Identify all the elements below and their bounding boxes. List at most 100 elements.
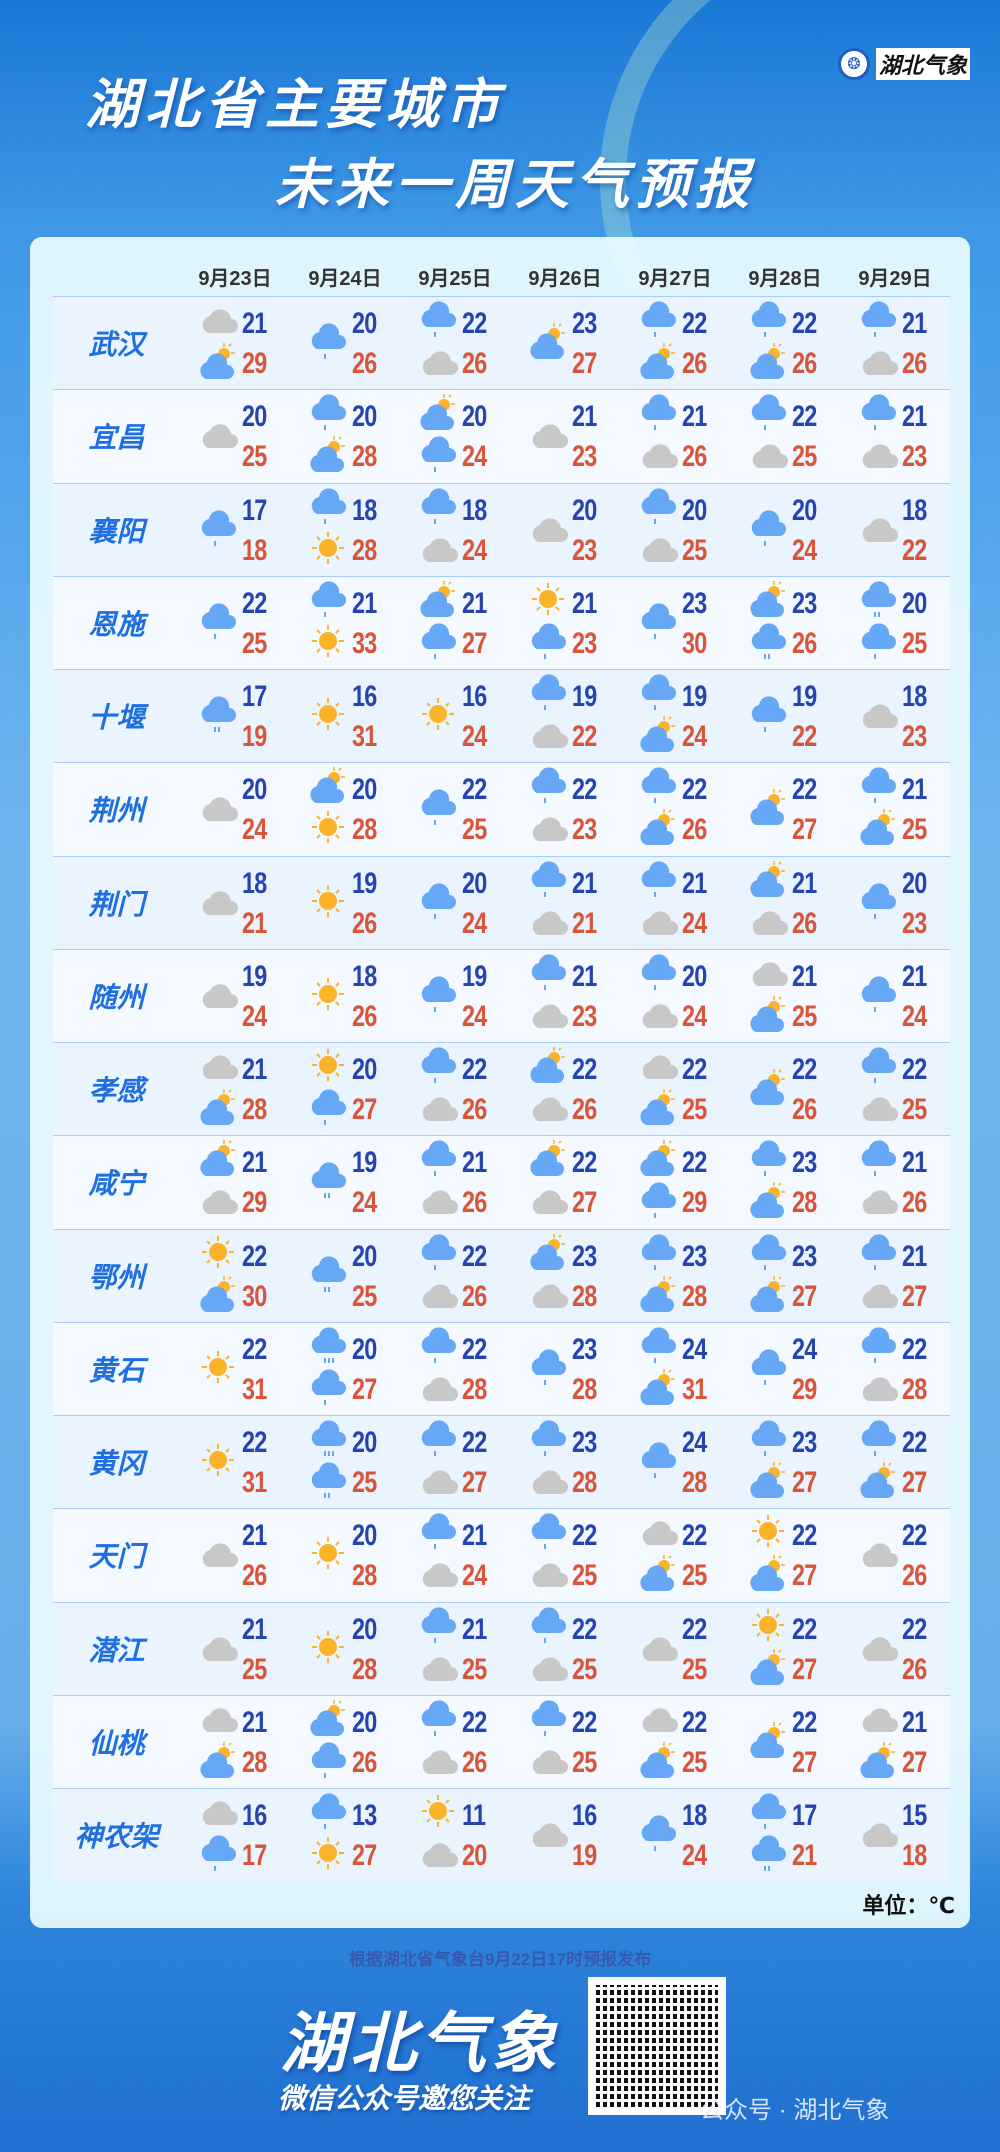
low-temp: 20	[352, 1612, 377, 1646]
partly-cloudy-icon	[748, 1180, 788, 1224]
low-temp: 22	[572, 1612, 597, 1646]
cloudy-icon	[858, 434, 898, 478]
high-temp: 28	[902, 1372, 927, 1406]
city-name: 武汉	[88, 329, 145, 361]
high-temp: 24	[242, 813, 267, 847]
cloudy-icon	[858, 1180, 898, 1224]
low-temp: 20	[792, 493, 817, 527]
forecast-cell: 21 26	[620, 390, 730, 482]
high-temp: 26	[572, 1093, 597, 1126]
cloudy-icon	[528, 901, 568, 945]
light-rain-icon	[748, 508, 788, 552]
partly-cloudy-icon	[528, 321, 568, 365]
low-temp: 21	[352, 586, 377, 620]
forecast-cell: 21 25	[730, 950, 840, 1042]
city-row: 鄂州 22 30 20 25 22 26 23 28 23 28 23 27 21 27	[53, 1228, 950, 1322]
sunny-icon	[748, 1605, 788, 1649]
forecast-cell: 22 28	[840, 1323, 950, 1415]
light-rain-icon	[418, 621, 458, 665]
cloudy-icon	[748, 434, 788, 478]
high-temp: 25	[462, 1652, 487, 1686]
high-temp: 25	[572, 1652, 597, 1686]
high-temp: 26	[352, 347, 377, 380]
light-rain-icon	[638, 765, 678, 809]
date-label: 9月27日	[638, 268, 712, 290]
city-row: 孝感 21 28 20 27 22 26 22 26 22 25 22 26 22 25	[53, 1042, 950, 1136]
light-rain-icon	[858, 1138, 898, 1182]
low-temp: 20	[682, 959, 707, 993]
partly-cloudy-icon	[748, 1647, 788, 1691]
high-temp: 24	[352, 1186, 377, 1220]
forecast-cell: 22 26	[730, 297, 840, 389]
cloudy-icon	[528, 1460, 568, 1504]
high-temp: 26	[902, 1652, 927, 1686]
low-temp: 20	[242, 773, 267, 807]
light-rain-icon	[308, 486, 348, 530]
light-rain-icon	[638, 392, 678, 436]
partly-cloudy-icon	[858, 807, 898, 851]
low-temp: 21	[242, 1146, 267, 1180]
light-rain-icon	[528, 621, 568, 665]
high-temp: 28	[352, 440, 377, 474]
light-rain-icon	[638, 1440, 678, 1484]
partly-cloudy-icon	[748, 1274, 788, 1318]
light-rain-icon	[858, 392, 898, 436]
low-temp: 21	[462, 1519, 487, 1553]
partly-cloudy-icon	[748, 859, 788, 903]
cloudy-icon	[198, 1533, 238, 1577]
low-temp: 20	[352, 1519, 377, 1553]
cloudy-icon	[198, 1791, 238, 1835]
low-temp: 22	[682, 1705, 707, 1739]
low-temp: 16	[242, 1799, 267, 1832]
forecast-cell: 17 19	[180, 670, 290, 762]
sunny-icon	[308, 621, 348, 665]
light-rain-icon	[198, 601, 238, 645]
high-temp: 27	[572, 1186, 597, 1220]
forecast-cell: 21 26	[730, 857, 840, 949]
forecast-cell: 21 25	[400, 1603, 510, 1695]
low-temp: 22	[792, 1053, 817, 1086]
high-temp: 28	[352, 533, 377, 567]
low-temp: 21	[682, 400, 707, 434]
high-temp: 25	[242, 1652, 267, 1686]
partly-cloudy-icon	[638, 1138, 678, 1182]
high-temp: 24	[242, 999, 267, 1033]
light-rain-icon	[528, 952, 568, 996]
partly-cloudy-icon	[638, 1274, 678, 1318]
city-name: 潜江	[88, 1634, 145, 1666]
high-temp: 28	[352, 1652, 377, 1686]
forecast-cell: 21 24	[400, 1509, 510, 1601]
forecast-cell: 19 22	[510, 670, 620, 762]
high-temp: 29	[792, 1372, 817, 1406]
city-name: 咸宁	[88, 1168, 145, 1200]
high-temp: 24	[792, 533, 817, 567]
forecast-cell: 23 30	[620, 577, 730, 669]
cloudy-icon	[638, 528, 678, 572]
high-temp: 24	[682, 1839, 707, 1872]
high-temp: 24	[462, 1559, 487, 1593]
cloudy-icon	[528, 1087, 568, 1131]
high-temp: 23	[902, 440, 927, 474]
high-temp: 30	[242, 1279, 267, 1313]
partly-cloudy-icon	[528, 1138, 568, 1182]
low-temp: 18	[242, 866, 267, 900]
low-temp: 21	[902, 307, 927, 340]
low-temp: 22	[572, 1519, 597, 1553]
forecast-cell: 23 28	[620, 1230, 730, 1322]
city-row: 神农架 16 17 13 27 11 20 16 19 18 24 17 21 15 18	[53, 1788, 950, 1882]
low-temp: 23	[792, 1426, 817, 1459]
forecast-cell: 20 25	[290, 1416, 400, 1508]
partly-cloudy-icon	[748, 1553, 788, 1597]
high-temp: 28	[352, 813, 377, 847]
low-temp: 19	[242, 959, 267, 993]
cloudy-icon	[418, 1274, 458, 1318]
low-temp: 24	[682, 1426, 707, 1459]
forecast-cell: 22 25	[510, 1603, 620, 1695]
forecast-cell: 23 28	[510, 1323, 620, 1415]
low-temp: 22	[682, 1053, 707, 1086]
light-rain-icon	[858, 621, 898, 665]
low-temp: 19	[572, 680, 597, 713]
high-temp: 28	[462, 1372, 487, 1406]
city-row: 恩施 22 25 21 33 21 27 21 23 23 30 23 26 20 25	[53, 575, 950, 669]
light-rain-icon	[418, 1605, 458, 1649]
